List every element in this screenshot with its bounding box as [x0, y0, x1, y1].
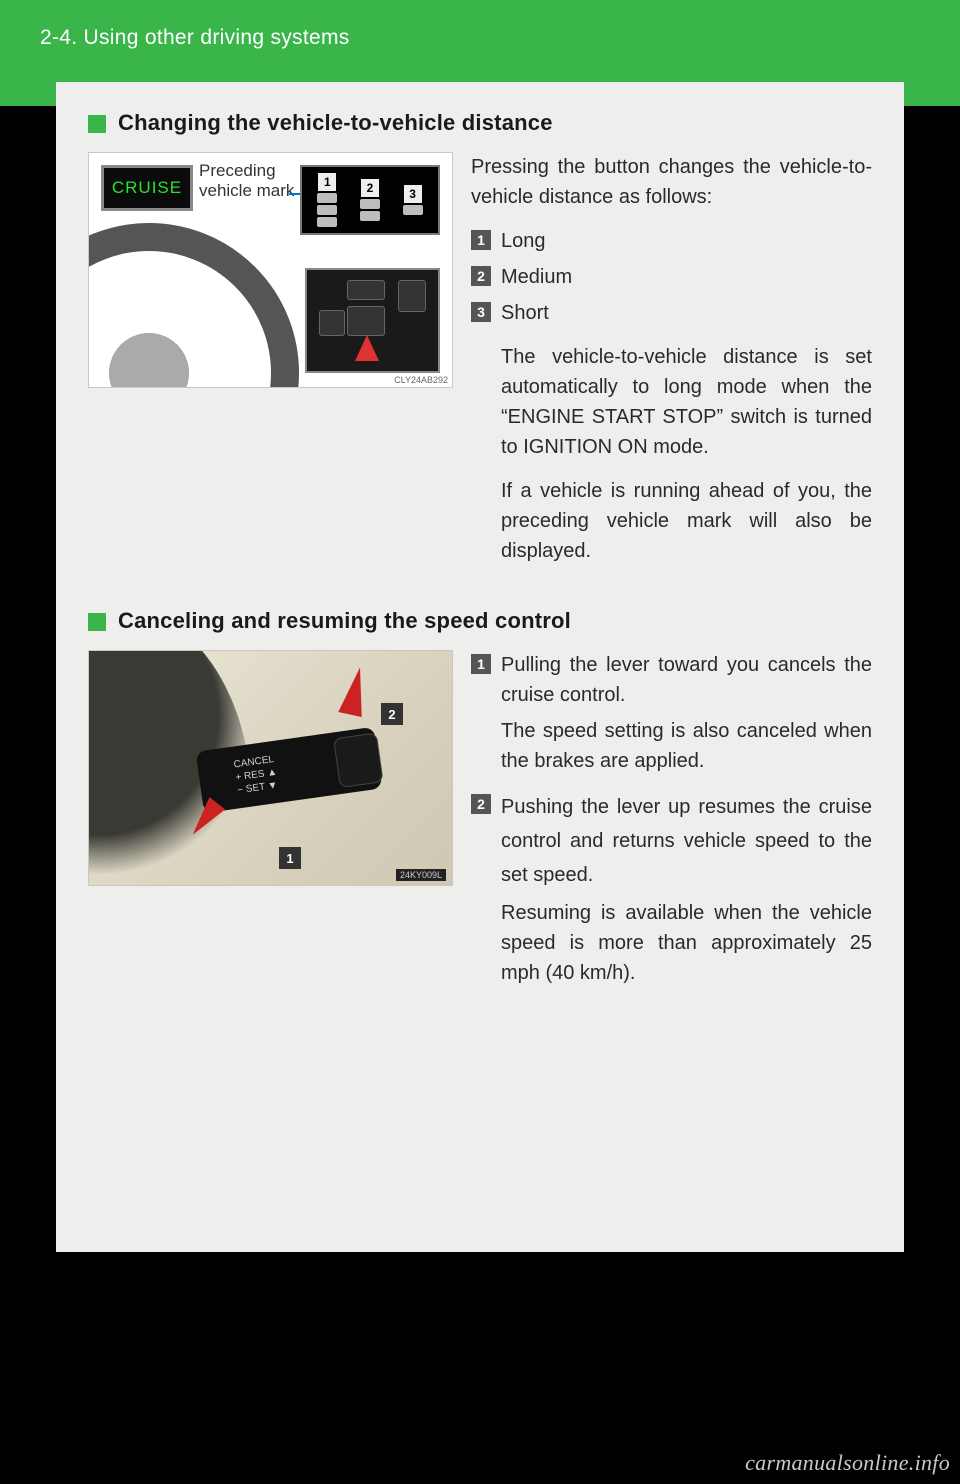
content-box: Changing the vehicle-to-vehicle distance… [56, 82, 904, 1252]
car-icon [317, 217, 337, 227]
car-icon [360, 211, 380, 221]
intro-text: Pressing the button changes the vehicle-… [471, 152, 872, 212]
watermark: carmanualsonline.info [745, 1450, 950, 1476]
preceding-vehicle-label: Preceding vehicle mark [199, 161, 294, 202]
figure-cancel: CANCEL + RES ▲ − SET ▼ 1 2 24KY009L [88, 650, 453, 886]
bullet-square-icon [88, 115, 106, 133]
distance-screen: 1 2 3 [300, 165, 440, 235]
section-body-distance: CRUISE Preceding vehicle mark 1 2 3 CLY2… [88, 152, 872, 580]
button-pad [305, 268, 440, 373]
lever-tip-icon [333, 732, 384, 788]
screen-number: 2 [361, 179, 379, 197]
annotation-line: Preceding [199, 161, 276, 180]
list-item-medium: 2 Medium [471, 262, 872, 292]
step-number-badge: 2 [471, 266, 491, 286]
step-text: Pulling the lever toward you cancels the… [501, 650, 872, 710]
pad-button [319, 310, 345, 336]
section-label: 2-4. Using other driving systems [40, 26, 350, 49]
car-icon [317, 193, 337, 203]
screen-number: 1 [318, 173, 336, 191]
step-label: Long [501, 226, 872, 256]
section-heading-cancel: Canceling and resuming the speed control [88, 608, 880, 634]
car-icon [403, 205, 423, 215]
callout-number: 2 [381, 703, 403, 725]
distance-text-column: Pressing the button changes the vehicle-… [471, 152, 872, 580]
list-item-cancel: 1 Pulling the lever toward you cancels t… [471, 650, 872, 710]
section-body-cancel: CANCEL + RES ▲ − SET ▼ 1 2 24KY009L 1 Pu… [88, 650, 872, 1002]
callout-number: 1 [279, 847, 301, 869]
list-item-short: 3 Short [471, 298, 872, 328]
car-icon [360, 199, 380, 209]
car-icon [317, 205, 337, 215]
pad-button [398, 280, 426, 312]
step-number-badge: 2 [471, 794, 491, 814]
section-title: Canceling and resuming the speed control [118, 608, 571, 634]
steering-wheel-icon [88, 223, 299, 388]
sub-note: The speed setting is also canceled when … [501, 716, 872, 776]
pad-button [347, 280, 385, 300]
note-text: The vehicle-to-vehicle distance is set a… [501, 342, 872, 462]
section-title: Changing the vehicle-to-vehicle distance [118, 110, 553, 136]
step-label: Medium [501, 262, 872, 292]
screen-number: 3 [404, 185, 422, 203]
section-heading-distance: Changing the vehicle-to-vehicle distance [88, 110, 880, 136]
list-item-resume: 2 Pushing the lever up resumes the cruis… [471, 790, 872, 892]
annotation-line: vehicle mark [199, 181, 294, 200]
note-text: If a vehicle is running ahead of you, th… [501, 476, 872, 566]
cruise-indicator: CRUISE [101, 165, 193, 211]
sub-note: Resuming is available when the vehicle s… [501, 898, 872, 988]
step-number-badge: 3 [471, 302, 491, 322]
step-label: Short [501, 298, 872, 328]
bullet-square-icon [88, 613, 106, 631]
pad-button [347, 306, 385, 336]
figure-code: CLY24AB292 [394, 375, 448, 385]
arrow-up-icon [338, 665, 371, 717]
step-text: Pushing the lever up resumes the cruise … [501, 790, 872, 892]
cancel-text-column: 1 Pulling the lever toward you cancels t… [471, 650, 872, 1002]
press-arrow-icon [355, 335, 379, 361]
figure-distance: CRUISE Preceding vehicle mark 1 2 3 CLY2… [88, 152, 453, 388]
step-number-badge: 1 [471, 654, 491, 674]
list-item-long: 1 Long [471, 226, 872, 256]
figure-code: 24KY009L [396, 869, 446, 881]
step-number-badge: 1 [471, 230, 491, 250]
